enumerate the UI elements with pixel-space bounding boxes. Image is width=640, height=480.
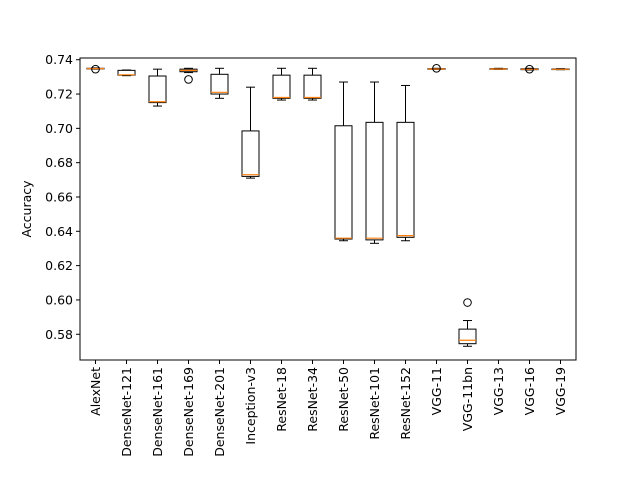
flier-point — [432, 63, 441, 73]
x-tick-label: VGG-19 — [553, 367, 568, 415]
y-tick-label: 0.72 — [45, 87, 73, 102]
y-tick-label: 0.74 — [45, 52, 73, 67]
box-group — [210, 67, 229, 99]
box-group — [179, 67, 198, 84]
box — [396, 121, 415, 238]
box — [458, 328, 477, 345]
y-tick-label: 0.70 — [45, 121, 73, 136]
box-group — [365, 81, 384, 244]
box-group — [86, 64, 105, 74]
plot-area — [86, 63, 570, 347]
x-tick-label: Inception-v3 — [243, 367, 258, 445]
box — [241, 130, 260, 177]
y-tick-label: 0.60 — [45, 292, 73, 307]
x-tick-label: DenseNet-121 — [119, 367, 134, 457]
x-tick-label: ResNet-34 — [305, 367, 320, 432]
x-tick-label: VGG-13 — [491, 367, 506, 415]
box-group — [303, 67, 322, 101]
box — [210, 73, 229, 95]
box-group — [427, 63, 446, 73]
x-tick-label: ResNet-101 — [367, 367, 382, 440]
box-group — [272, 67, 291, 101]
x-tick-label: VGG-11bn — [460, 367, 475, 431]
x-tick-label: ResNet-50 — [336, 367, 351, 432]
y-tick-label: 0.68 — [45, 155, 73, 170]
x-tick-label: AlexNet — [88, 367, 103, 416]
y-tick-label: 0.66 — [45, 189, 73, 204]
box — [365, 121, 384, 241]
flier-point — [525, 64, 534, 74]
x-axis: AlexNet DenseNet-121 DenseNet-161 DenseNet-… — [88, 360, 568, 457]
box-group — [458, 298, 477, 347]
y-axis-title: Accuracy — [19, 180, 34, 238]
box — [334, 125, 353, 240]
x-tick-label: ResNet-18 — [274, 367, 289, 432]
box-group — [241, 86, 260, 179]
box-group — [520, 64, 539, 74]
x-tick-label: DenseNet-169 — [181, 367, 196, 457]
box-group — [334, 81, 353, 242]
axes-frame — [79, 57, 577, 361]
flier-point — [463, 298, 472, 307]
y-tick-label: 0.64 — [45, 224, 73, 239]
box — [148, 75, 167, 104]
box — [303, 74, 322, 99]
y-tick-label: 0.58 — [45, 327, 73, 342]
x-tick-label: VGG-11 — [429, 367, 444, 415]
box-group — [551, 68, 570, 71]
x-tick-label: DenseNet-161 — [150, 367, 165, 457]
flier-point — [184, 75, 193, 84]
box-group — [148, 68, 167, 107]
x-tick-label: VGG-16 — [522, 367, 537, 415]
y-axis: 0.58 0.60 0.62 0.64 0.66 0.68 0.70 0.72 0.74 — [45, 52, 80, 342]
box-group — [489, 67, 508, 70]
box-group — [396, 84, 415, 242]
y-tick-label: 0.62 — [45, 258, 73, 273]
x-tick-label: DenseNet-201 — [212, 367, 227, 457]
flier-point — [91, 64, 100, 74]
x-tick-label: ResNet-152 — [398, 367, 413, 440]
box-group — [117, 69, 136, 77]
box — [272, 74, 291, 99]
